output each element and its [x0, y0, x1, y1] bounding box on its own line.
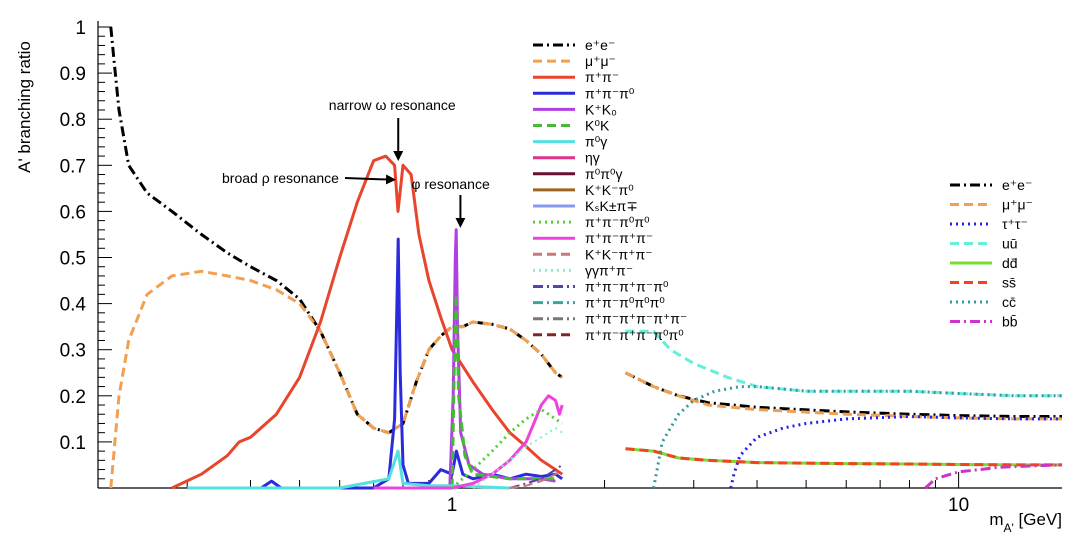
series-line — [509, 468, 563, 489]
legend-label: π⁺π⁻π⁺π⁻π⁺π⁻ — [585, 311, 687, 327]
legend-label: e⁺e⁻ — [585, 37, 615, 53]
legend-label: ss̄ — [1002, 275, 1016, 291]
series-line — [625, 447, 1062, 467]
series-line — [451, 408, 564, 490]
series-line — [729, 415, 1062, 489]
legend-label: π⁺π⁻π⁰π⁰ — [585, 214, 650, 230]
y-tick-label: 0.6 — [60, 202, 86, 223]
annotation-arrow — [344, 174, 396, 185]
legend-label: π⁺π⁻π⁺π⁻π⁰ — [585, 279, 669, 295]
series-line — [625, 329, 1062, 398]
legend-label: K⁺K⁻π⁺π⁻ — [585, 246, 653, 262]
series-lines — [109, 26, 1063, 490]
annotation-rho: broad ρ resonance — [222, 170, 339, 186]
x-axis-title: mA' [GeV] — [989, 510, 1062, 535]
legend-right: e⁺e⁻ μ⁺μ⁻ τ⁺τ⁻ uū dd̄ ss̄ cc̄ bb̄ — [950, 177, 1033, 330]
series-line — [652, 385, 1062, 489]
legend-label: π⁺π⁻π⁰ — [585, 85, 635, 101]
legend-label: τ⁺τ⁻ — [1002, 216, 1028, 232]
series-line — [450, 292, 556, 489]
x-tick-label: 10 — [948, 495, 969, 516]
y-tick-label: 1 — [75, 18, 86, 39]
y-tick-label: 0.4 — [60, 295, 87, 316]
legend-label: uū — [1002, 236, 1018, 252]
series-line — [171, 154, 564, 490]
legend-label: ηγ — [585, 150, 600, 166]
x-tick-label: 1 — [447, 495, 458, 516]
series-line — [472, 427, 563, 489]
series-line — [187, 449, 510, 490]
legend-label: γγπ⁺π⁻ — [585, 262, 633, 278]
y-tick-label: 0.1 — [60, 433, 86, 454]
legend-label: bb̄ — [1002, 314, 1018, 330]
y-axis-title: A' branching ratio — [15, 41, 34, 173]
y-tick-label: 0.2 — [60, 387, 86, 408]
legend-label: dd̄ — [1002, 255, 1018, 271]
series-line — [109, 26, 564, 435]
annotation-phi: φ resonance — [411, 176, 490, 192]
series-line — [448, 228, 556, 489]
legend-left: e⁺e⁻μ⁺μ⁻π⁺π⁻π⁺π⁻π⁰K⁺K₀K⁰Kπ⁰γηγπ⁰π⁰γK⁺K⁻π… — [533, 37, 687, 343]
legend-label: π⁺π⁻π⁺π⁻ — [585, 230, 653, 246]
legend-label: cc̄ — [1002, 294, 1016, 310]
legend-label: K⁺K⁻π⁰ — [585, 182, 634, 198]
y-tick-label: 0.9 — [60, 64, 86, 85]
legend-label: K⁺K₀ — [585, 101, 617, 117]
annotation-omega: narrow ω resonance — [329, 97, 456, 113]
legend-label: π⁺π⁻π⁰π⁰π⁰ — [585, 295, 665, 311]
legend-label: π⁰π⁰γ — [585, 166, 623, 182]
y-tick-label: 0.5 — [60, 249, 86, 270]
legend-label: π⁺π⁻ — [585, 69, 619, 85]
legend-label: K⁰K — [585, 118, 610, 134]
y-tick-label: 0.7 — [60, 156, 86, 177]
legend-label: e⁺e⁻ — [1002, 177, 1032, 193]
series-line — [624, 371, 1062, 418]
legend-label: μ⁺μ⁻ — [585, 53, 616, 69]
legend-label: π⁰γ — [585, 134, 607, 150]
annotations: narrow ω resonance broad ρ resonance φ res… — [222, 97, 490, 228]
series-line — [924, 463, 1063, 490]
y-tick-label: 0.8 — [60, 110, 86, 131]
y-tick-label: 0.3 — [60, 341, 86, 362]
series-line — [624, 371, 1062, 421]
legend-label: KₛK±π∓ — [585, 198, 638, 214]
series-line — [109, 269, 564, 489]
legend-label: μ⁺μ⁻ — [1002, 197, 1033, 213]
legend-label: π⁺π⁻π⁺π⁻π⁰π⁰ — [585, 327, 684, 343]
series-line — [373, 394, 564, 490]
